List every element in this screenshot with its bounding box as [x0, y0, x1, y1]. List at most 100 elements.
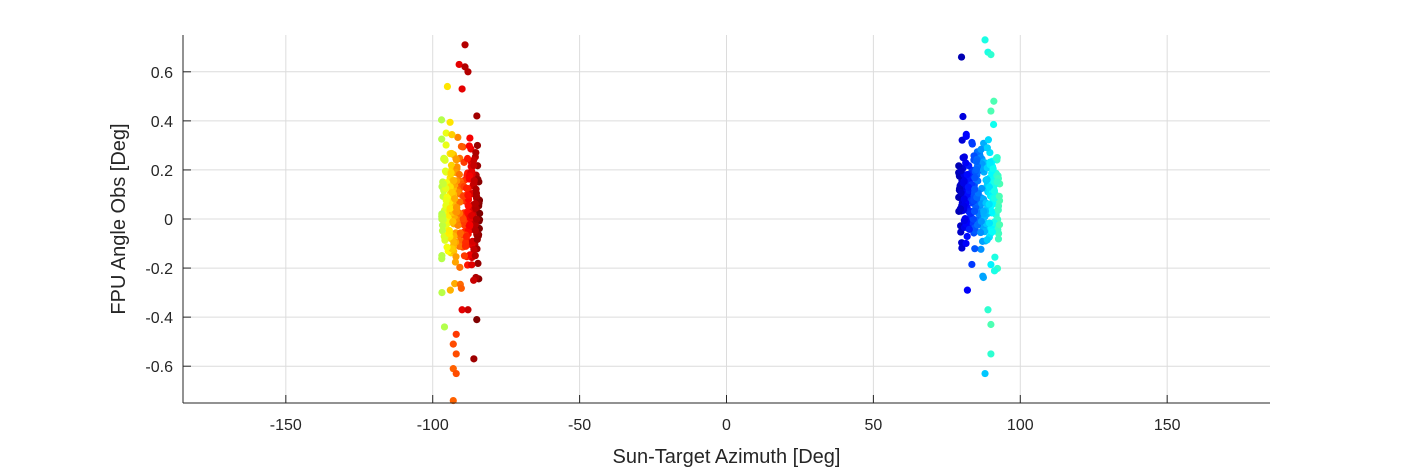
data-point — [439, 180, 447, 188]
y-tick-label: 0 — [164, 212, 173, 229]
data-point — [956, 205, 965, 213]
data-point — [438, 221, 447, 229]
x-tick-label: 0 — [722, 417, 731, 434]
data-point — [462, 242, 470, 250]
data-point — [438, 135, 446, 143]
x-tick-labels: -150 -100 -50 0 50 100 150 — [270, 417, 1181, 434]
data-point — [470, 162, 478, 170]
data-point — [968, 140, 976, 148]
y-axis-label: FPU Angle Obs [Deg] — [108, 123, 130, 314]
data-point — [458, 306, 466, 314]
data-point — [977, 145, 985, 154]
data-point — [972, 166, 981, 174]
data-point — [993, 178, 1001, 186]
data-point — [448, 131, 456, 139]
y-tick-label: -0.4 — [145, 310, 173, 327]
data-point — [474, 259, 482, 267]
data-point — [471, 252, 479, 260]
data-point — [990, 97, 998, 105]
data-point — [438, 252, 446, 260]
data-point — [470, 177, 478, 185]
data-point — [470, 355, 478, 363]
data-point — [476, 209, 484, 217]
y-tick-label: -0.6 — [145, 359, 173, 376]
data-point — [471, 221, 479, 229]
y-tick-labels: -0.6 -0.4 -0.2 0 0.2 0.4 0.6 — [145, 65, 173, 376]
data-point — [466, 222, 474, 230]
data-point — [473, 235, 481, 244]
data-point — [456, 263, 464, 271]
data-point — [452, 253, 460, 261]
data-point — [470, 245, 478, 254]
data-point — [987, 207, 995, 215]
data-point — [971, 185, 979, 193]
data-point — [446, 204, 454, 213]
x-tick-label: 50 — [864, 417, 882, 434]
y-tick-label: 0.6 — [151, 65, 173, 82]
data-point — [470, 276, 478, 284]
data-point — [987, 260, 995, 269]
data-point — [472, 215, 481, 223]
data-point — [992, 154, 1001, 162]
data-point — [449, 217, 457, 226]
data-point — [451, 258, 460, 266]
data-point — [457, 284, 465, 292]
x-axis-label: Sun-Target Azimuth [Deg] — [613, 446, 841, 468]
x-tick-label: 100 — [1007, 417, 1034, 434]
data-point — [449, 340, 457, 348]
data-point — [989, 165, 997, 173]
data-point — [462, 232, 471, 241]
data-point — [472, 189, 481, 197]
data-point — [959, 112, 967, 121]
data-point — [449, 396, 457, 405]
data-point — [981, 369, 989, 378]
y-tick-label: 0.4 — [151, 114, 173, 131]
data-point — [985, 200, 993, 208]
data-point — [962, 130, 970, 138]
data-point — [441, 167, 450, 175]
data-point — [454, 221, 462, 229]
data-point — [447, 149, 456, 158]
data-point — [447, 161, 456, 169]
data-point — [957, 189, 965, 197]
data-point — [460, 252, 469, 260]
data-point — [470, 156, 478, 164]
data-point — [991, 253, 999, 261]
data-point — [468, 261, 476, 269]
data-point — [963, 232, 971, 241]
data-point — [471, 200, 479, 208]
data-point — [439, 216, 447, 224]
data-point — [977, 217, 985, 225]
y-tick-label: -0.2 — [145, 261, 173, 278]
y-tick-label: 0.2 — [151, 163, 173, 180]
data-point — [457, 229, 465, 238]
data-point — [472, 148, 480, 157]
data-point — [438, 227, 447, 235]
data-point — [452, 369, 460, 378]
data-point — [987, 107, 995, 115]
data-point — [981, 36, 989, 44]
data-point — [959, 154, 967, 162]
data-point — [455, 60, 463, 69]
data-point — [983, 175, 991, 184]
data-point — [957, 167, 965, 175]
data-point — [971, 174, 979, 182]
data-point — [443, 243, 451, 251]
data-point — [985, 183, 994, 191]
data-points — [437, 36, 1004, 405]
data-point — [441, 155, 449, 163]
data-point — [962, 239, 970, 248]
data-point — [456, 198, 464, 206]
data-point — [977, 245, 985, 253]
data-point — [964, 183, 972, 191]
data-point — [445, 226, 454, 235]
data-point — [963, 286, 972, 294]
data-point — [965, 225, 973, 233]
data-point — [448, 188, 456, 197]
data-point — [994, 206, 1002, 214]
data-point — [971, 245, 979, 253]
data-point — [443, 82, 452, 91]
data-point — [977, 228, 985, 237]
data-point — [968, 260, 976, 269]
